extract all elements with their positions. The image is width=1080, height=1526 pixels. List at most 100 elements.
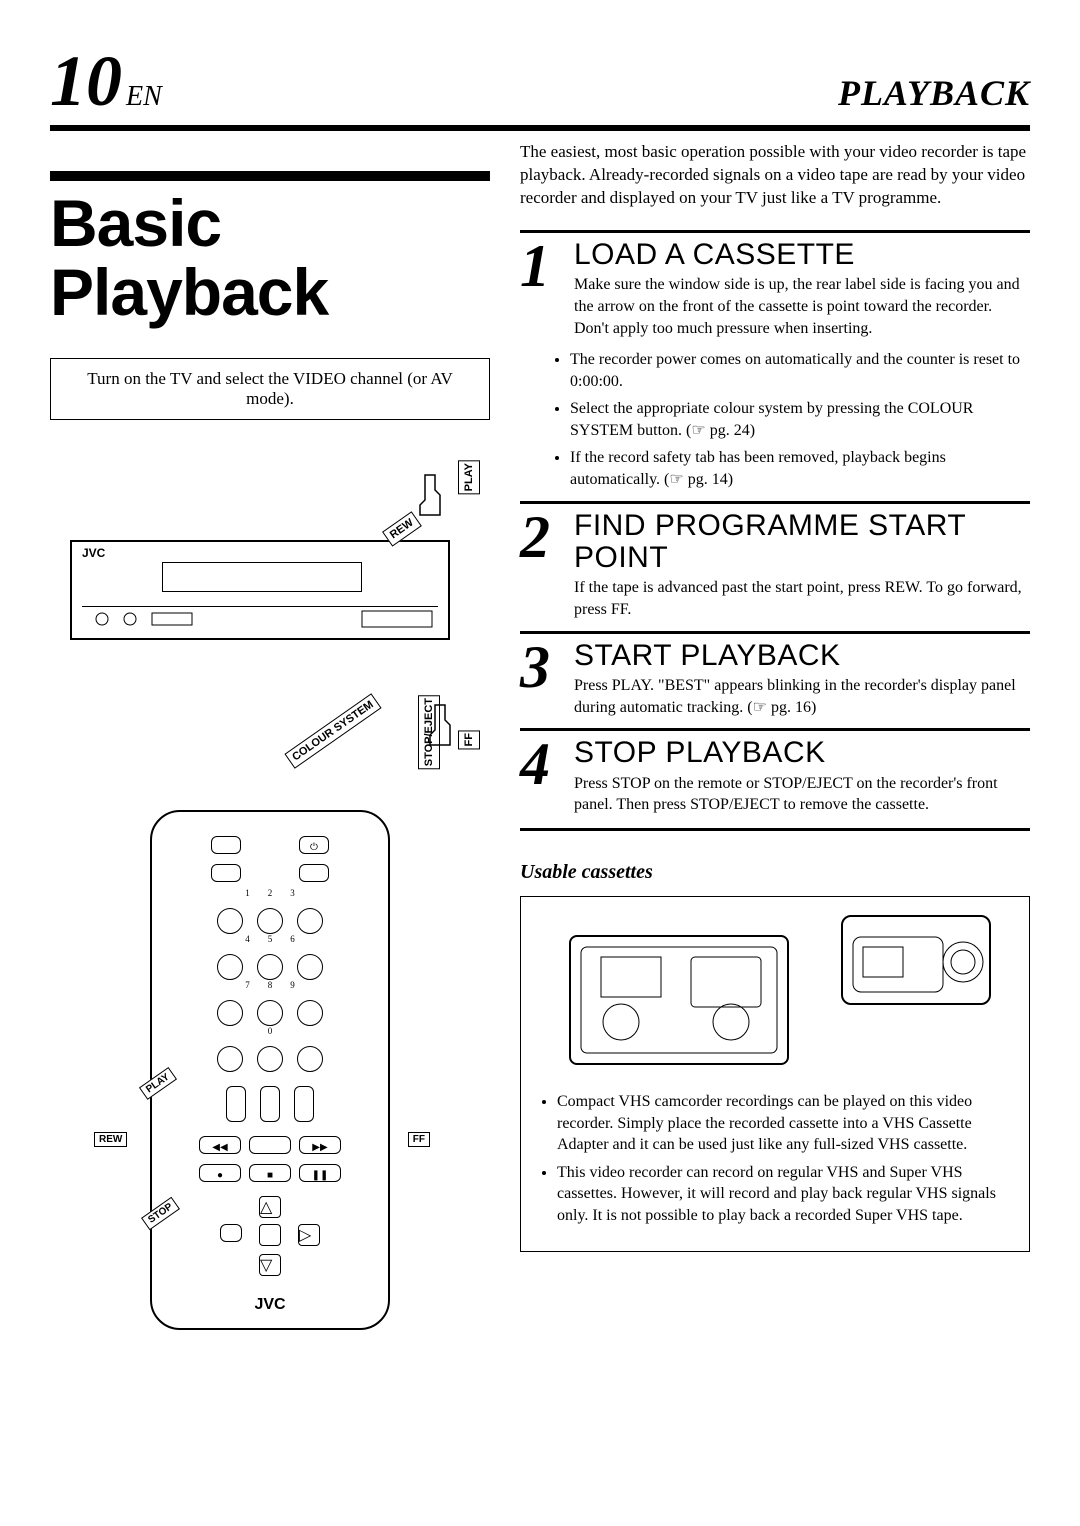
vcr-diagram: JVC PLAY REW COLOUR SYSTEM STOP/EJECT FF	[50, 460, 490, 780]
remote-label-stop: STOP	[141, 1196, 180, 1230]
remote-num-btn	[297, 1000, 323, 1026]
remote-rew-btn: ◀◀	[199, 1136, 241, 1154]
hand-icon	[410, 470, 450, 520]
remote-top-row: ⏻	[152, 836, 388, 854]
remote-num-btn	[217, 954, 243, 980]
content-columns: Basic Playback Turn on the TV and select…	[50, 141, 1030, 1330]
nav-down: ▽	[259, 1254, 281, 1276]
title-block: Basic Playback	[50, 171, 490, 328]
vcr-brand: JVC	[82, 546, 105, 560]
numpad-labels: 1 2 3	[152, 888, 388, 898]
remote-transport-row: ◀◀ ▶▶	[152, 1136, 388, 1154]
remote-power-btn: ⏻	[299, 836, 329, 854]
step-body: STOP PLAYBACK Press STOP on the remote o…	[574, 737, 1030, 816]
title-line1: Basic	[50, 186, 221, 260]
step-title: START PLAYBACK	[574, 640, 1030, 672]
intro-text: The easiest, most basic operation possib…	[520, 141, 1030, 210]
cassette-diagram	[539, 915, 1011, 1075]
remote-numpad-row3	[152, 1000, 388, 1026]
step-title: STOP PLAYBACK	[574, 737, 1030, 769]
remote-play-btn	[249, 1136, 291, 1154]
remote-transport-row2: ● ■ ❚❚	[152, 1164, 388, 1182]
remote-num-btn	[257, 1046, 283, 1072]
step-number: 2	[520, 510, 564, 620]
nav-left	[220, 1224, 242, 1242]
remote-brand: JVC	[152, 1296, 388, 1314]
step-number: 3	[520, 640, 564, 719]
vcr-cassette-slot	[162, 562, 362, 592]
remote-ff-btn: ▶▶	[299, 1136, 341, 1154]
callout-play: PLAY	[458, 460, 480, 494]
numpad-labels: 4 5 6	[152, 934, 388, 944]
remote-num-btn	[217, 1000, 243, 1026]
nav-center	[259, 1224, 281, 1246]
instruction-box: Turn on the TV and select the VIDEO chan…	[50, 358, 490, 420]
cassette-section: Usable cassettes	[520, 861, 1030, 1252]
main-title: Basic Playback	[50, 189, 490, 328]
step-text: Press PLAY. "BEST" appears blinking in t…	[574, 675, 1030, 718]
vhs-adapter-icon	[569, 935, 789, 1065]
step-body: START PLAYBACK Press PLAY. "BEST" appear…	[574, 640, 1030, 719]
remote-num-btn	[217, 908, 243, 934]
step-title: FIND PROGRAMME START POINT	[574, 510, 1030, 573]
nav-right: ▷	[298, 1224, 320, 1246]
step-2: 2 FIND PROGRAMME START POINT If the tape…	[520, 501, 1030, 620]
vcr-control-panel	[82, 606, 438, 630]
bullet: If the record safety tab has been remove…	[570, 447, 1030, 492]
vcr-controls-svg	[82, 607, 442, 631]
remote-numpad-row2	[152, 954, 388, 980]
remote-btn: ●	[199, 1164, 241, 1182]
numpad-labels: 0	[152, 1026, 388, 1036]
camcorder-icon	[841, 915, 991, 1005]
remote-rocker-row	[152, 1086, 388, 1122]
remote-num-btn	[297, 908, 323, 934]
hand-icon	[420, 700, 460, 750]
remote-num-btn	[257, 1000, 283, 1026]
title-line2: Playback	[50, 255, 328, 329]
step-text: Make sure the window side is up, the rea…	[574, 274, 1030, 339]
remote-num-btn	[217, 1046, 243, 1072]
callout-ff: FF	[458, 730, 480, 749]
step-3: 3 START PLAYBACK Press PLAY. "BEST" appe…	[520, 631, 1030, 719]
step-body: LOAD A CASSETTE Make sure the window sid…	[574, 239, 1030, 339]
remote-btn	[211, 864, 241, 882]
cassette-bullets: Compact VHS camcorder recordings can be …	[557, 1091, 1011, 1227]
step-1-bullets: The recorder power comes on automaticall…	[570, 349, 1030, 491]
step-number: 1	[520, 239, 564, 339]
page-number: 10EN	[50, 40, 162, 123]
remote-rocker	[226, 1086, 246, 1122]
nav-up: △	[259, 1196, 281, 1218]
remote-diagram: ⏻ 1 2 3 4 5	[150, 810, 390, 1330]
bullet: Select the appropriate colour system by …	[570, 398, 1030, 443]
remote-pause-btn: ❚❚	[299, 1164, 341, 1182]
remote-num-btn	[297, 954, 323, 980]
page-num-value: 10	[50, 41, 122, 121]
cassette-box: Compact VHS camcorder recordings can be …	[520, 896, 1030, 1252]
page-lang: EN	[126, 81, 162, 112]
step-text: Press STOP on the remote or STOP/EJECT o…	[574, 773, 1030, 816]
step-1: 1 LOAD A CASSETTE Make sure the window s…	[520, 230, 1030, 339]
remote-btn	[211, 836, 241, 854]
remote-btn	[299, 864, 329, 882]
bullet: The recorder power comes on automaticall…	[570, 349, 1030, 394]
remote-rocker	[260, 1086, 280, 1122]
remote-nav-cluster: △ ▽ ▷	[220, 1196, 320, 1276]
bullet: This video recorder can record on regula…	[557, 1162, 1011, 1227]
step-4: 4 STOP PLAYBACK Press STOP on the remote…	[520, 728, 1030, 831]
step-title: LOAD A CASSETTE	[574, 239, 1030, 271]
left-column: Basic Playback Turn on the TV and select…	[50, 141, 490, 1330]
vcr-body: JVC	[70, 540, 450, 640]
step-number: 4	[520, 737, 564, 816]
numpad-labels: 7 8 9	[152, 980, 388, 990]
remote-num-btn	[257, 954, 283, 980]
callout-colour-system: COLOUR SYSTEM	[284, 693, 381, 769]
right-column: The easiest, most basic operation possib…	[520, 141, 1030, 1330]
page-header: 10EN PLAYBACK	[50, 40, 1030, 131]
camcorder-svg	[843, 917, 989, 1003]
cassette-heading: Usable cassettes	[520, 861, 1030, 884]
section-title: PLAYBACK	[838, 72, 1030, 114]
step-text: If the tape is advanced past the start p…	[574, 577, 1030, 620]
bullet: Compact VHS camcorder recordings can be …	[557, 1091, 1011, 1156]
remote-num-btn	[257, 908, 283, 934]
step-body: FIND PROGRAMME START POINT If the tape i…	[574, 510, 1030, 620]
